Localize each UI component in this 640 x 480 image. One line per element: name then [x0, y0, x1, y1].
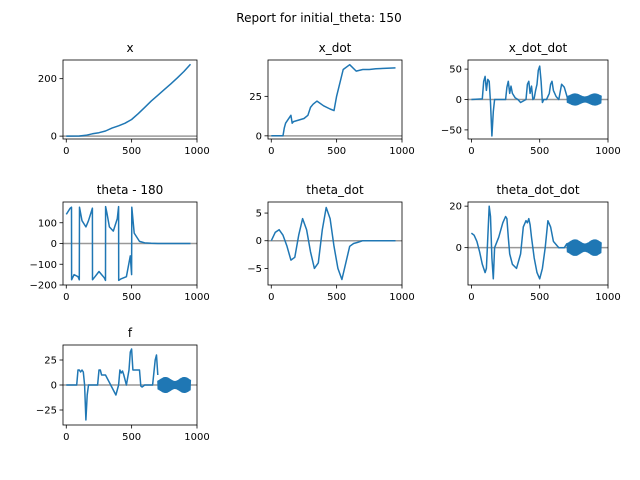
y-tick-label: 50 [449, 65, 462, 76]
subplot-title: x_dot [319, 41, 352, 55]
subplot: 0 500 1000 0 20 theta_dot_dot [449, 183, 620, 303]
y-tick-label: 0 [51, 381, 57, 392]
x-tick-label: 0 [268, 292, 274, 303]
oscillation-band [566, 93, 602, 106]
subplot: 0 500 1000 −5 0 5 theta_dot [247, 183, 414, 303]
series-line [470, 205, 568, 280]
y-tick-label: 100 [38, 218, 57, 229]
oscillation-band [566, 239, 602, 256]
x-tick-label: 1000 [184, 432, 209, 443]
y-tick-label: 0 [51, 239, 57, 250]
axes-frame [267, 59, 403, 140]
x-tick-label: 0 [63, 146, 69, 157]
x-tick-label: 1000 [389, 146, 414, 157]
y-tick-label: −5 [247, 264, 262, 275]
y-tick-label: 200 [38, 74, 57, 85]
x-tick-label: 500 [122, 432, 141, 443]
subplot-title: f [128, 326, 133, 340]
subplot: 0 500 1000 −25 0 25 f [36, 326, 210, 443]
subplot: 0 500 1000 −200 −100 0 100 theta - 180 [30, 183, 210, 303]
series-line [66, 348, 159, 421]
subplot-title: theta - 180 [97, 183, 164, 197]
x-tick-label: 500 [530, 146, 549, 157]
subplot-title: x_dot_dot [509, 41, 568, 55]
oscillation-band [157, 376, 192, 394]
series-line [66, 63, 192, 137]
axes-frame [62, 59, 198, 140]
axes-frame [267, 201, 403, 286]
x-tick-label: 0 [268, 146, 274, 157]
subplot: 0 500 1000 0 25 x_dot [249, 41, 414, 157]
y-tick-label: −100 [30, 260, 57, 271]
axes-frame [467, 201, 609, 286]
y-tick-label: −200 [30, 281, 57, 292]
x-tick-label: 500 [530, 292, 549, 303]
subplot-title: theta_dot [306, 183, 364, 197]
figure-suptitle: Report for initial_theta: 150 [236, 11, 401, 25]
x-tick-label: 500 [122, 146, 141, 157]
subplot: 0 500 1000 −50 0 50 x_dot_dot [441, 41, 621, 157]
x-tick-label: 1000 [595, 292, 620, 303]
y-tick-label: 0 [256, 131, 262, 142]
y-tick-label: 0 [51, 132, 57, 143]
x-tick-label: 1000 [184, 146, 209, 157]
series-line [270, 206, 396, 281]
y-tick-label: 0 [256, 236, 262, 247]
y-tick-label: 25 [44, 356, 57, 367]
y-tick-label: 25 [249, 92, 262, 103]
subplot-title: theta_dot_dot [496, 183, 579, 197]
y-tick-label: 0 [456, 243, 462, 254]
y-tick-label: 20 [449, 202, 462, 213]
series-line [471, 65, 568, 137]
x-tick-label: 500 [327, 146, 346, 157]
x-tick-label: 1000 [184, 292, 209, 303]
x-tick-label: 500 [122, 292, 141, 303]
x-tick-label: 500 [327, 292, 346, 303]
y-tick-label: 5 [256, 209, 262, 220]
series-line [271, 63, 396, 137]
subplot-title: x [126, 41, 133, 55]
x-tick-label: 1000 [595, 146, 620, 157]
y-tick-label: −25 [36, 406, 57, 417]
x-tick-label: 0 [63, 432, 69, 443]
x-tick-label: 0 [468, 146, 474, 157]
x-tick-label: 1000 [389, 292, 414, 303]
series-line [65, 205, 191, 282]
x-tick-label: 0 [468, 292, 474, 303]
y-tick-label: −50 [441, 125, 462, 136]
y-tick-label: 0 [456, 95, 462, 106]
subplot: 0 500 1000 0 200 x [38, 41, 210, 157]
x-tick-label: 0 [63, 292, 69, 303]
